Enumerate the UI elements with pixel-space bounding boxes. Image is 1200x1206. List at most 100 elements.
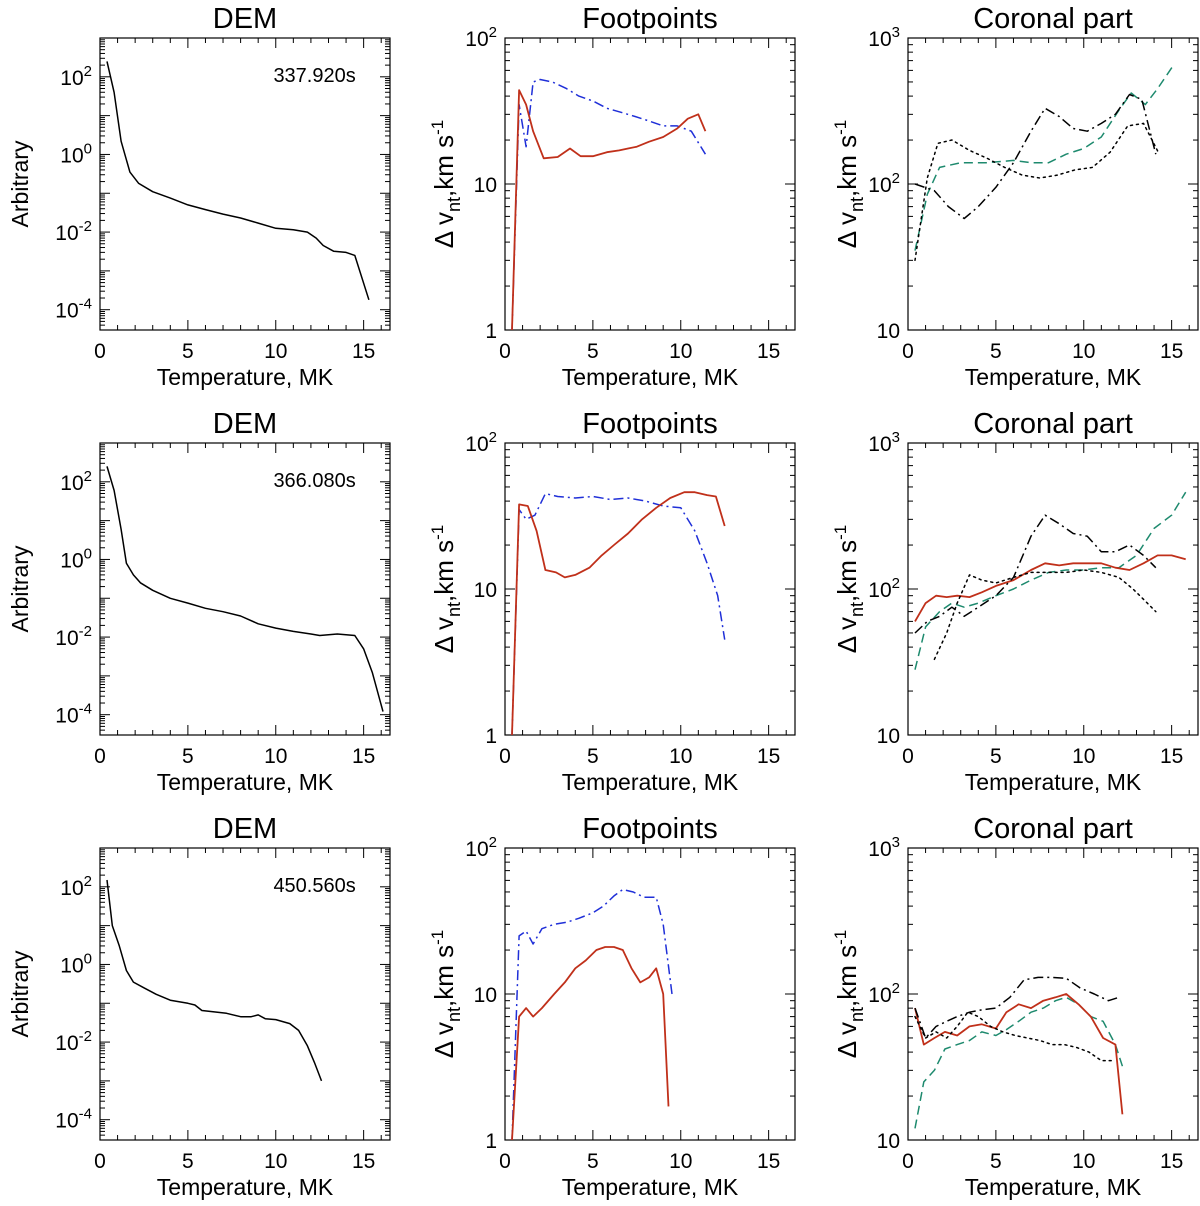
x-axis-label: Temperature, MK xyxy=(157,769,334,795)
x-tick-label: 0 xyxy=(499,1150,511,1173)
y-tick-label: 10-4 xyxy=(55,701,92,728)
x-axis-label: Temperature, MK xyxy=(157,1174,334,1200)
x-axis-label: Temperature, MK xyxy=(965,1174,1142,1200)
x-tick-label: 15 xyxy=(757,340,780,363)
series-solid xyxy=(511,89,707,330)
x-tick-label: 10 xyxy=(1072,745,1095,768)
series-DEM xyxy=(106,879,323,1082)
x-tick-label: 5 xyxy=(587,745,599,768)
x-axis-label: Temperature, MK xyxy=(965,769,1142,795)
x-tick-label: 5 xyxy=(182,1150,194,1173)
panel-foot-3: Footpoints 0 5 10 15 Temperature, MK 102 10 1 Δ v… xyxy=(428,813,796,1200)
series-dash-dot xyxy=(511,78,707,330)
x-axis-label: Temperature, MK xyxy=(562,1174,739,1200)
x-tick-label: 15 xyxy=(352,340,375,363)
y-tick-label: 102 xyxy=(465,429,497,456)
plot-frame xyxy=(907,847,1199,1141)
series-dotted xyxy=(914,122,1161,262)
series-DEM xyxy=(106,61,370,301)
y-tick-label: 102 xyxy=(60,468,92,495)
x-tick-label: 5 xyxy=(587,340,599,363)
x-axis-label: Temperature, MK xyxy=(965,364,1142,390)
panel-title: DEM xyxy=(213,813,277,845)
panel-foot-2: Footpoints 0 5 10 15 Temperature, MK 102 10 1 Δ v… xyxy=(428,408,796,795)
x-axis-label: Temperature, MK xyxy=(562,769,739,795)
x-tick-label: 0 xyxy=(94,745,106,768)
x-tick-label: 5 xyxy=(990,340,1002,363)
plot-frame xyxy=(99,847,391,1141)
series-dashed xyxy=(914,64,1175,251)
y-tick-label: 10 xyxy=(877,320,900,343)
x-tick-label: 5 xyxy=(182,745,194,768)
y-axis-label: Δ vnt,km s-1 xyxy=(831,120,867,248)
x-tick-label: 0 xyxy=(94,1150,106,1173)
x-tick-label: 10 xyxy=(669,1150,692,1173)
y-axis-label: Arbitrary xyxy=(7,140,33,227)
x-axis-label: Temperature, MK xyxy=(562,364,739,390)
panel-dem-1: DEM 0 5 10 15 Temperature, MK 102 100 10-2 10-4 Ar… xyxy=(7,3,391,390)
y-tick-label: 1 xyxy=(485,1130,497,1153)
y-axis-label: Δ vnt,km s-1 xyxy=(428,930,464,1058)
plot-frame xyxy=(907,37,1199,331)
panel-title: Coronal part xyxy=(973,408,1133,440)
x-tick-label: 0 xyxy=(94,340,106,363)
panel-dem-2: DEM 0 5 10 15 Temperature, MK 102 100 10-2 10-4 Ar… xyxy=(7,408,391,795)
y-tick-label: 102 xyxy=(60,873,92,900)
panel-title: Coronal part xyxy=(973,3,1133,35)
panel-title: Footpoints xyxy=(582,3,717,35)
x-tick-label: 0 xyxy=(499,745,511,768)
series-dash-dot xyxy=(914,514,1157,634)
series-dash-dot xyxy=(511,492,726,735)
y-tick-label: 10-2 xyxy=(55,218,92,245)
y-tick-label: 10 xyxy=(474,174,497,197)
x-tick-label: 10 xyxy=(669,340,692,363)
x-tick-label: 0 xyxy=(902,1150,914,1173)
y-tick-label: 100 xyxy=(60,140,92,167)
y-tick-label: 10 xyxy=(877,1130,900,1153)
series-solid xyxy=(914,554,1186,622)
y-tick-label: 102 xyxy=(465,24,497,51)
y-tick-label: 103 xyxy=(868,834,900,861)
x-tick-label: 10 xyxy=(1072,340,1095,363)
y-tick-label: 10-4 xyxy=(55,296,92,323)
y-tick-label: 10 xyxy=(474,579,497,602)
y-axis-label: Δ vnt,km s-1 xyxy=(831,930,867,1058)
y-axis-label: Δ vnt,km s-1 xyxy=(428,525,464,653)
y-tick-label: 1 xyxy=(485,320,497,343)
panel-title: Footpoints xyxy=(582,408,717,440)
y-tick-label: 100 xyxy=(60,545,92,572)
x-tick-label: 0 xyxy=(902,340,914,363)
y-tick-label: 100 xyxy=(60,950,92,977)
y-tick-label: 10 xyxy=(877,725,900,748)
x-tick-label: 15 xyxy=(757,745,780,768)
y-axis-label: Arbitrary xyxy=(7,950,33,1037)
panel-dem-3: DEM 0 5 10 15 Temperature, MK 102 100 10-2 10-4 Ar… xyxy=(7,813,391,1200)
panel-title: DEM xyxy=(213,408,277,440)
y-tick-label: 103 xyxy=(868,24,900,51)
y-axis-label: Δ vnt,km s-1 xyxy=(831,525,867,653)
x-tick-label: 10 xyxy=(264,340,287,363)
plot-frame xyxy=(99,37,391,331)
y-tick-label: 102 xyxy=(868,170,900,197)
y-tick-label: 102 xyxy=(60,63,92,90)
x-tick-label: 5 xyxy=(990,1150,1002,1173)
x-tick-label: 15 xyxy=(757,1150,780,1173)
panel-corona-3: Coronal part 0 5 10 15 Temperature, MK 103 102 1… xyxy=(831,813,1199,1200)
series-solid xyxy=(511,491,726,735)
y-tick-label: 10-4 xyxy=(55,1106,92,1133)
plot-frame xyxy=(99,442,391,736)
x-axis-label: Temperature, MK xyxy=(157,364,334,390)
y-tick-label: 102 xyxy=(465,834,497,861)
x-tick-label: 0 xyxy=(902,745,914,768)
x-tick-label: 10 xyxy=(1072,1150,1095,1173)
time-annotation: 366.080s xyxy=(273,470,355,492)
series-dash-dot xyxy=(914,93,1157,220)
series-dash-dot xyxy=(511,888,673,1140)
x-tick-label: 15 xyxy=(1160,1150,1183,1173)
plot-frame xyxy=(907,442,1199,736)
y-tick-label: 10-2 xyxy=(55,623,92,650)
panel-corona-2: Coronal part 0 5 10 15 Temperature, MK 103 102 1… xyxy=(831,408,1199,795)
time-annotation: 337.920s xyxy=(273,65,355,87)
x-tick-label: 10 xyxy=(264,1150,287,1173)
